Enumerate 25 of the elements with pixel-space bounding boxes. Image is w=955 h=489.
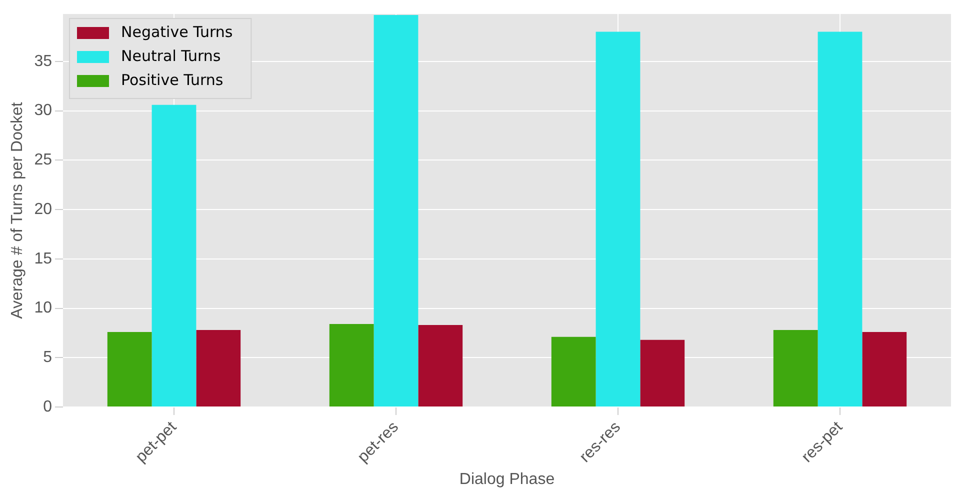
bar	[773, 330, 818, 406]
bar	[152, 104, 196, 406]
y-tick-label: 0	[43, 398, 52, 416]
y-tick-label: 35	[34, 52, 52, 70]
bar	[640, 340, 685, 406]
bar	[329, 324, 374, 406]
y-tick-label: 10	[34, 300, 52, 317]
bar	[196, 330, 241, 406]
bar	[862, 332, 907, 406]
x-axis-title: Dialog Phase	[459, 470, 555, 488]
bar	[818, 32, 862, 406]
y-tick-label: 15	[34, 250, 52, 268]
bar	[374, 14, 418, 406]
bar	[596, 32, 640, 406]
y-tick-label: 5	[43, 349, 52, 366]
legend-label: Neutral Turns	[120, 46, 221, 65]
legend-label: Negative Turns	[120, 22, 233, 41]
y-tick-label: 30	[34, 102, 52, 120]
y-tick-label: 25	[34, 152, 52, 169]
y-axis-title: Average # of Turns per Docket	[9, 102, 26, 319]
y-tick-label: 20	[34, 200, 52, 218]
legend-label: Positive Turns	[120, 70, 224, 89]
bar	[107, 332, 152, 406]
bar	[551, 336, 596, 406]
bar	[418, 325, 463, 406]
